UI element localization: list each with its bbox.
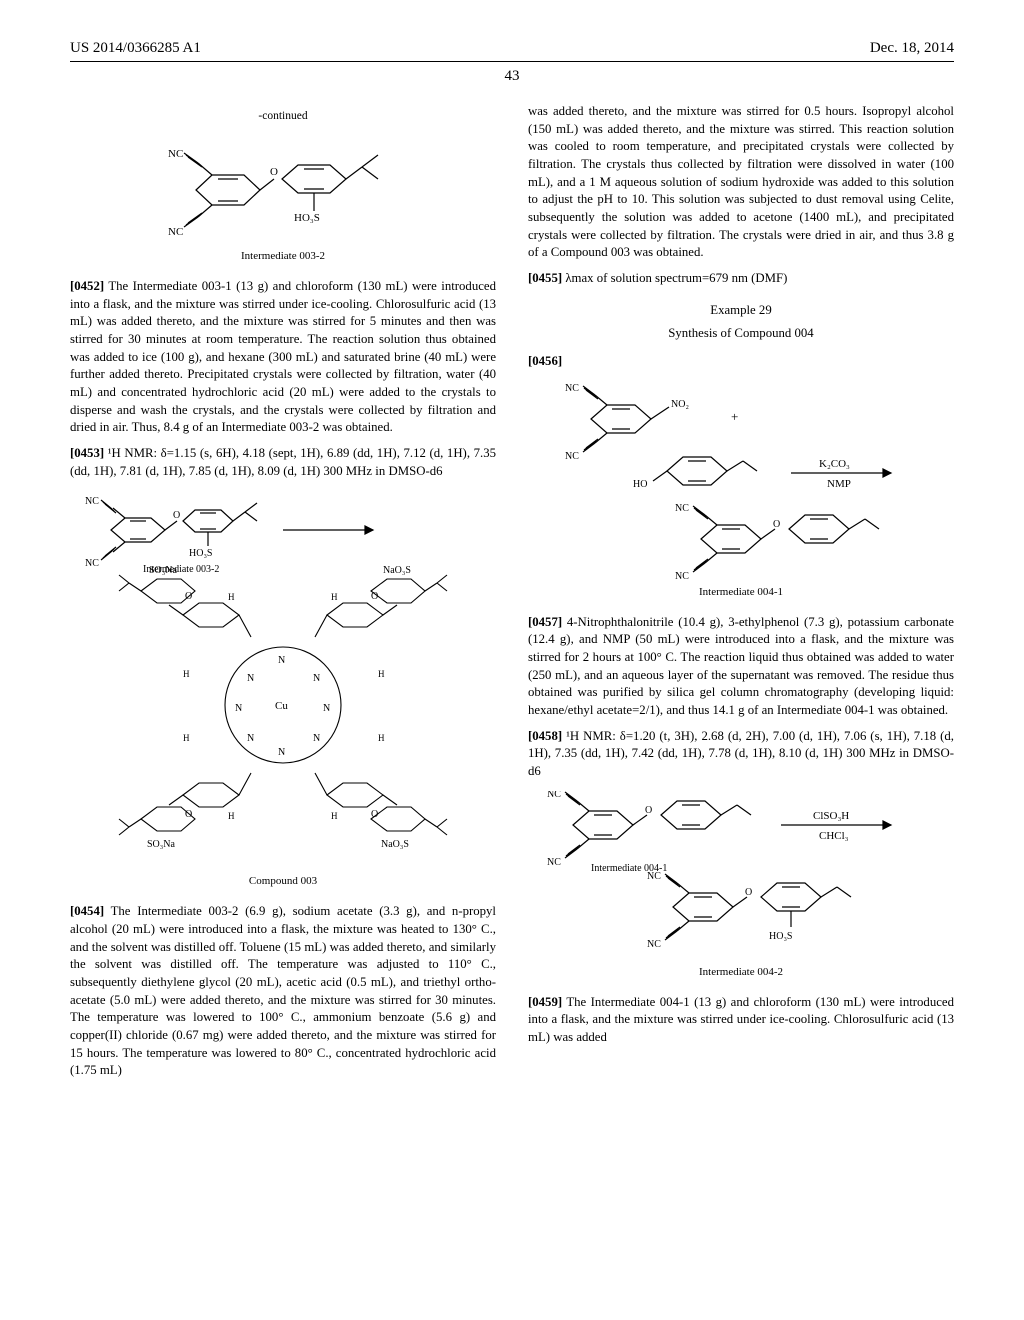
svg-text:H: H [228,592,235,602]
para-num-0456: [0456] [528,354,562,368]
scheme-intermediate-004-1: NC NC NO₂ + HO K₂CO₃ NMP [528,381,954,600]
svg-text:O: O [645,805,652,816]
caption-int-004-1: Intermediate 004-1 [528,585,954,600]
header: US 2014/0366285 A1 Dec. 18, 2014 [70,40,954,57]
svg-text:N: N [323,703,330,714]
para-text-0453: ¹H NMR: δ=1.15 (s, 6H), 4.18 (sept, 1H),… [70,446,496,478]
paragraph-0458: [0458] ¹H NMR: δ=1.20 (t, 3H), 2.68 (d, … [528,728,954,781]
two-column-body: -continued [70,103,954,1088]
caption-compound-003: Compound 003 [70,874,496,889]
svg-text:+: + [731,409,738,424]
svg-text:NC: NC [647,871,661,882]
svg-text:HO: HO [633,479,647,490]
scheme-intermediate-004-2: NC NC O ClSO₃H CHCl₃ Intermediate 004-1 [528,791,954,980]
page-number: 43 [70,68,954,85]
structure-compound-003-scheme: NC NC O HO₃S Intermediate 003-2 Cu N N N [70,490,496,889]
svg-text:K₂CO₃: K₂CO₃ [819,458,850,470]
para-num-0459: [0459] [528,995,562,1009]
svg-text:NO₂: NO₂ [671,399,689,410]
svg-text:H: H [331,592,338,602]
svg-text:H: H [183,669,190,679]
para-text-0454: The Intermediate 003-2 (6.9 g), sodium a… [70,904,496,1077]
paragraph-0455: [0455] λmax of solution spectrum=679 nm … [528,270,954,288]
svg-text:O: O [745,887,752,898]
para-num-0455: [0455] [528,271,562,285]
svg-text:NC: NC [647,939,661,950]
paragraph-0459: [0459] The Intermediate 004-1 (13 g) and… [528,994,954,1047]
para-text-0452: The Intermediate 003-1 (13 g) and chloro… [70,279,496,434]
caption-int-004-2: Intermediate 004-2 [528,965,954,980]
para-num-0453: [0453] [70,446,104,460]
para-text-0459: The Intermediate 004-1 (13 g) and chloro… [528,995,954,1044]
svg-text:H: H [378,669,385,679]
svg-text:NaO₃S: NaO₃S [381,839,409,850]
para-num-0452: [0452] [70,279,104,293]
svg-text:NC: NC [675,571,689,581]
header-divider [70,61,954,62]
svg-text:H: H [331,811,338,821]
caption-int-003-2: Intermediate 003-2 [70,249,496,264]
svg-text:SO₃Na: SO₃Na [147,839,175,850]
svg-text:NC: NC [565,383,579,394]
svg-text:N: N [278,655,285,666]
svg-text:N: N [313,673,320,684]
paragraph-0452: [0452] The Intermediate 003-1 (13 g) and… [70,278,496,437]
svg-text:NC: NC [675,503,689,514]
paragraph-0453: [0453] ¹H NMR: δ=1.15 (s, 6H), 4.18 (sep… [70,445,496,480]
svg-text:HO₃S: HO₃S [769,931,793,942]
svg-text:O: O [270,166,278,178]
para-num-0454: [0454] [70,904,104,918]
para-num-0457: [0457] [528,615,562,629]
svg-text:NC: NC [547,857,561,868]
svg-text:O: O [173,510,180,521]
para-text-0458: ¹H NMR: δ=1.20 (t, 3H), 2.68 (d, 2H), 7.… [528,729,954,778]
para-num-0458: [0458] [528,729,562,743]
svg-text:CHCl₃: CHCl₃ [819,830,849,842]
para-text-0457: 4-Nitrophthalonitrile (10.4 g), 3-ethylp… [528,615,954,717]
svg-text:NC: NC [168,148,183,160]
left-column: -continued [70,103,496,1088]
paragraph-0454: [0454] The Intermediate 003-2 (6.9 g), s… [70,903,496,1080]
svg-text:NC: NC [547,791,561,800]
svg-text:Cu: Cu [275,700,288,712]
para-text-0455: λmax of solution spectrum=679 nm (DMF) [562,271,787,285]
svg-text:SO₃Na: SO₃Na [149,565,177,576]
svg-text:N: N [235,703,242,714]
svg-text:NC: NC [565,451,579,462]
page: US 2014/0366285 A1 Dec. 18, 2014 43 -con… [0,0,1024,1320]
example-subtitle: Synthesis of Compound 004 [528,325,954,343]
svg-text:HO₃S: HO₃S [294,212,320,224]
svg-text:NC: NC [168,226,183,238]
svg-text:H: H [228,811,235,821]
svg-text:HO₃S: HO₃S [189,548,213,559]
right-column: was added thereto, and the mixture was s… [528,103,954,1088]
svg-text:NMP: NMP [827,478,851,490]
svg-text:NC: NC [85,558,99,569]
svg-text:O: O [773,519,780,530]
paragraph-0454-cont: was added thereto, and the mixture was s… [528,103,954,262]
paragraph-0457: [0457] 4-Nitrophthalonitrile (10.4 g), 3… [528,614,954,720]
svg-text:N: N [247,733,254,744]
svg-text:NC: NC [85,496,99,507]
svg-text:NaO₃S: NaO₃S [383,565,411,576]
publication-date: Dec. 18, 2014 [870,40,954,57]
svg-text:O: O [371,591,378,602]
svg-text:N: N [313,733,320,744]
svg-text:H: H [183,733,190,743]
svg-text:N: N [247,673,254,684]
publication-number: US 2014/0366285 A1 [70,40,201,57]
structure-intermediate-003-2: NC NC O HO₃S Intermediate 003-2 [70,135,496,264]
continued-label: -continued [70,109,496,125]
svg-text:ClSO₃H: ClSO₃H [813,810,849,822]
example-title: Example 29 [528,302,954,320]
svg-text:H: H [378,733,385,743]
svg-text:N: N [278,747,285,758]
